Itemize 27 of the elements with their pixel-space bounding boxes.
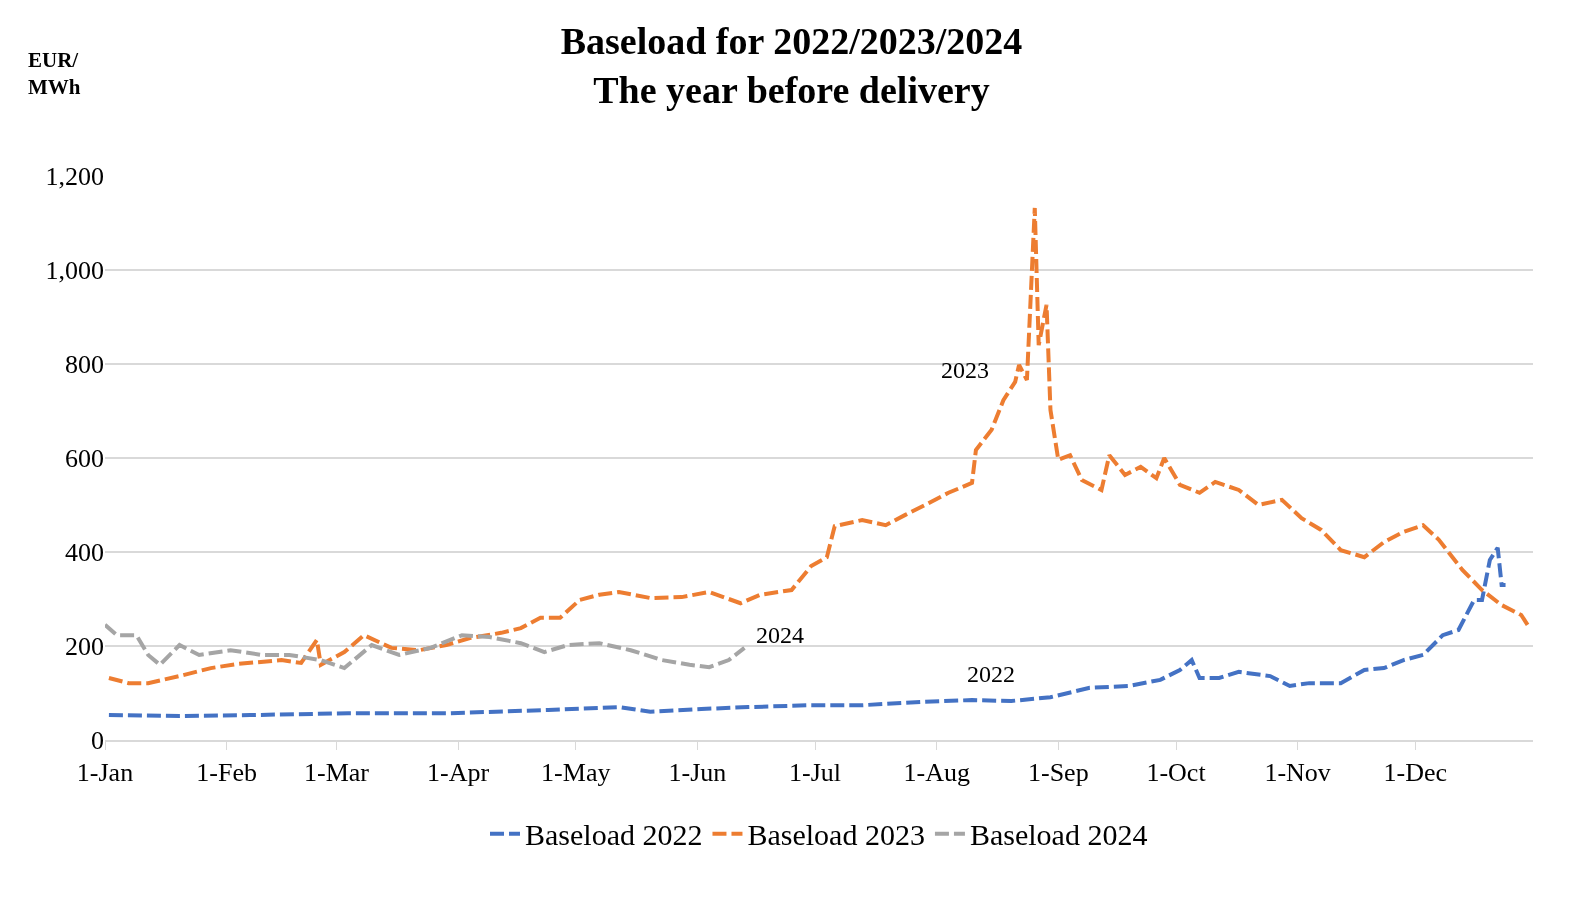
x-tick-label: 1-Jul <box>789 757 842 787</box>
text: EUR/ MWh <box>28 48 81 100</box>
y-tick-label: 1,000 <box>45 256 104 286</box>
legend-label: Baseload 2024 <box>969 818 1148 852</box>
x-tick-label: 1-Nov <box>1264 757 1331 787</box>
annotation: 2024 <box>756 622 804 648</box>
legend-label: Baseload 2022 <box>525 818 703 852</box>
x-tick-label: 1-May <box>541 757 611 787</box>
x-tick-label: 1-Apr <box>427 757 490 787</box>
x-tick-label: 1-Feb <box>196 757 257 787</box>
legend-label: Baseload 2023 <box>747 818 925 852</box>
y-tick-label: 1,200 <box>45 162 104 192</box>
y-tick-label: 200 <box>65 632 104 662</box>
x-tick-label: 1-Sep <box>1027 757 1089 787</box>
annotation: 2023 <box>941 357 989 383</box>
x-tick-label: 1-Jun <box>668 757 727 787</box>
chart-title: Baseload for 2022/2023/2024 The year before delivery <box>560 19 1023 112</box>
y-tick-label: 800 <box>65 350 104 380</box>
x-tick-label: 1-Jan <box>76 757 134 787</box>
y-tick-label: 400 <box>65 538 104 568</box>
y-tick-label: 0 <box>91 726 104 756</box>
y-tick-label: 600 <box>65 444 104 474</box>
x-tick-label: 1-Oct <box>1146 757 1207 787</box>
x-tick-label: 1-Mar <box>303 757 370 787</box>
annotation: 2022 <box>967 661 1015 687</box>
x-tick-label: 1-Dec <box>1383 757 1448 787</box>
x-tick-label: 1-Aug <box>903 757 970 787</box>
